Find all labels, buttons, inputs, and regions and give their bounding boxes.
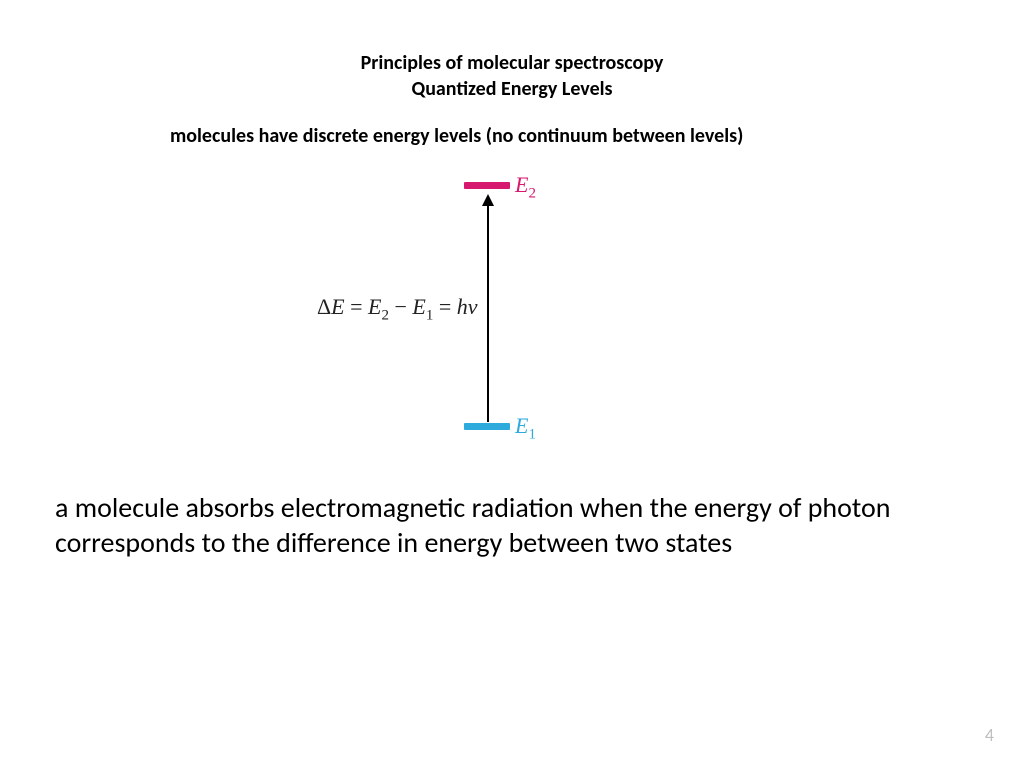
upper-label-base: E [515, 172, 528, 197]
eq-E2-base: E [368, 294, 381, 319]
upper-energy-level-label: E2 [515, 172, 536, 202]
eq-E1-base: E [412, 294, 425, 319]
transition-arrow-head-icon [482, 194, 494, 206]
title-line-1: Principles of molecular spectroscopy [0, 50, 1024, 76]
eq-h: h [457, 294, 468, 319]
title-line-2: Quantized Energy Levels [0, 76, 1024, 102]
body-paragraph: a molecule absorbs electromagnetic radia… [55, 490, 964, 560]
upper-label-sub: 2 [528, 185, 536, 201]
eq-nu: ν [468, 294, 478, 319]
lower-energy-level-label: E1 [515, 413, 536, 443]
eq-equals-1: = [345, 294, 368, 319]
upper-energy-level-line [464, 182, 510, 189]
energy-equation: ΔE = E2 − E1 = hν [317, 294, 478, 324]
lower-label-sub: 1 [528, 426, 536, 442]
energy-level-diagram: E2 E1 ΔE = E2 − E1 = hν [357, 178, 667, 458]
eq-minus: − [389, 294, 412, 319]
title-block: Principles of molecular spectroscopy Qua… [0, 0, 1024, 102]
page-number: 4 [985, 724, 994, 746]
lower-energy-level-line [464, 423, 510, 430]
transition-arrow-shaft [487, 206, 489, 422]
eq-E2-sub: 2 [381, 307, 389, 323]
lower-label-base: E [515, 413, 528, 438]
eq-equals-2: = [433, 294, 456, 319]
eq-E: E [331, 294, 344, 319]
subtitle: molecules have discrete energy levels (n… [0, 102, 1024, 148]
eq-delta: Δ [317, 294, 331, 319]
